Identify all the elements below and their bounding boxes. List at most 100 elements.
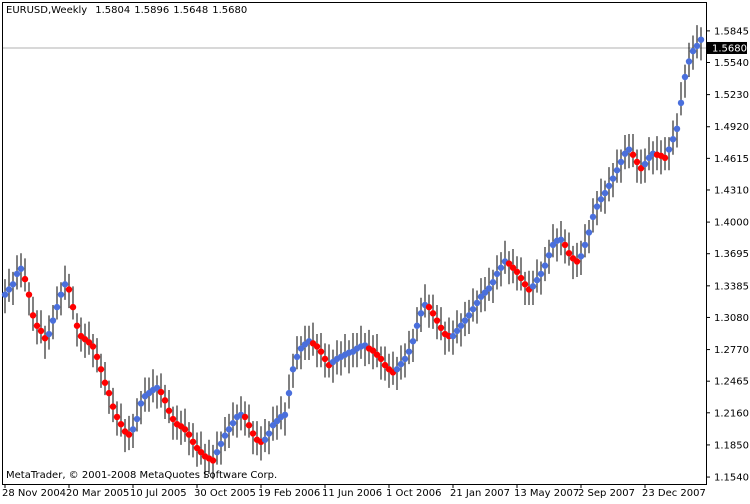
trend-dot	[609, 175, 617, 182]
trend-dot	[637, 165, 645, 172]
trend-dot	[249, 430, 257, 437]
trend-dot	[125, 431, 133, 438]
y-tick-label: 1.4310	[714, 185, 749, 196]
trend-dot	[633, 158, 641, 166]
x-tick-label: 1 Oct 2006	[386, 488, 441, 499]
trend-dot	[181, 426, 189, 433]
x-tick-label: 30 Oct 2005	[194, 488, 256, 499]
trend-dot	[677, 99, 685, 107]
trend-dot	[57, 291, 65, 298]
x-tick-label: 19 Feb 2006	[258, 488, 320, 499]
plot-frame	[2, 2, 707, 485]
trend-dot	[593, 203, 601, 210]
trend-dot	[185, 431, 193, 438]
trend-dot	[97, 366, 105, 373]
trend-dot	[369, 347, 377, 354]
trend-dot	[577, 253, 585, 260]
trend-dot	[537, 270, 545, 278]
x-tick-label: 10 Jul 2005	[130, 488, 187, 499]
trend-dot	[517, 274, 525, 282]
trend-dot	[545, 252, 553, 259]
trend-dot	[169, 415, 177, 423]
chart-title: EURUSD,Weekly	[6, 5, 87, 16]
y-tick-label: 1.5540	[714, 58, 749, 69]
trend-dot	[489, 279, 497, 286]
trend-dot	[565, 249, 573, 257]
trend-dot	[689, 47, 697, 55]
trend-dot	[37, 327, 45, 335]
trend-dot	[297, 345, 305, 352]
trend-dot	[165, 407, 173, 414]
trend-dot	[589, 213, 597, 221]
trend-dot	[437, 324, 445, 332]
trend-dot	[13, 270, 21, 278]
trend-dot	[29, 312, 37, 319]
trend-dot	[449, 332, 457, 340]
trend-dot	[281, 411, 289, 419]
trend-dot	[693, 42, 701, 50]
y-tick-label: 1.5845	[714, 26, 749, 37]
trend-dot	[193, 444, 201, 452]
chart-header: EURUSD,Weekly 1.5804 1.5896 1.5648 1.5680	[6, 5, 247, 16]
trend-dot	[289, 366, 297, 373]
y-tick-label: 1.2770	[714, 345, 749, 356]
trend-dot	[313, 343, 321, 350]
trend-dot	[573, 258, 581, 265]
trend-dot	[629, 151, 637, 158]
y-tick-label: 1.1850	[714, 440, 749, 451]
y-tick-label: 1.2465	[714, 377, 749, 388]
trend-dot	[601, 189, 609, 197]
trend-dot	[73, 322, 81, 329]
y-tick-label: 1.5230	[714, 90, 749, 101]
trend-dot	[53, 303, 61, 311]
trend-dot	[581, 241, 589, 249]
trend-dot	[377, 355, 385, 363]
footer: MetaTrader, © 2001-2008 MetaQuotes Softw…	[6, 470, 277, 481]
trend-dot	[69, 303, 77, 311]
trend-dot	[113, 413, 121, 421]
trend-dot	[293, 353, 301, 361]
trend-dot	[9, 281, 17, 288]
trend-dot	[225, 426, 233, 433]
trend-dot	[481, 289, 489, 296]
trend-dot	[153, 384, 161, 392]
trend-dot	[401, 355, 409, 363]
y-tick-label: 1.4615	[714, 154, 749, 165]
trend-dot	[213, 448, 221, 456]
trend-dot	[625, 146, 633, 153]
trend-dot	[409, 338, 417, 345]
trend-dot	[321, 355, 329, 363]
trend-dot	[273, 417, 281, 425]
trend-dot	[425, 303, 433, 311]
trend-dot	[129, 426, 137, 433]
trend-dot	[45, 330, 53, 338]
trend-dot	[373, 351, 381, 358]
x-tick-label: 11 Jun 2006	[322, 488, 382, 499]
trend-dot	[461, 317, 469, 324]
trend-dot	[133, 415, 141, 423]
trend-dot	[109, 403, 117, 410]
trend-dot	[157, 388, 165, 396]
trend-dot	[25, 291, 33, 298]
trend-dot	[269, 422, 277, 429]
trend-dot	[585, 229, 593, 236]
trend-dot	[621, 150, 629, 157]
trend-dot	[209, 457, 217, 464]
trend-dot	[641, 160, 649, 168]
trend-dot	[533, 276, 541, 284]
last-price-label: 1.5680	[712, 43, 747, 54]
trend-dot	[317, 348, 325, 355]
y-tick-label: 1.1540	[714, 473, 749, 484]
trend-dot	[261, 436, 269, 443]
trend-dot	[381, 361, 389, 369]
trend-dot	[473, 299, 481, 307]
trend-dot	[17, 265, 25, 272]
trend-dot	[549, 241, 557, 249]
y-tick-label: 1.4000	[714, 218, 749, 229]
trend-dot	[505, 260, 513, 267]
y-tick-label: 1.3695	[714, 249, 749, 260]
trend-dot	[613, 167, 621, 174]
trend-dot	[21, 275, 29, 283]
x-tick-label: 21 Jan 2007	[450, 488, 510, 499]
